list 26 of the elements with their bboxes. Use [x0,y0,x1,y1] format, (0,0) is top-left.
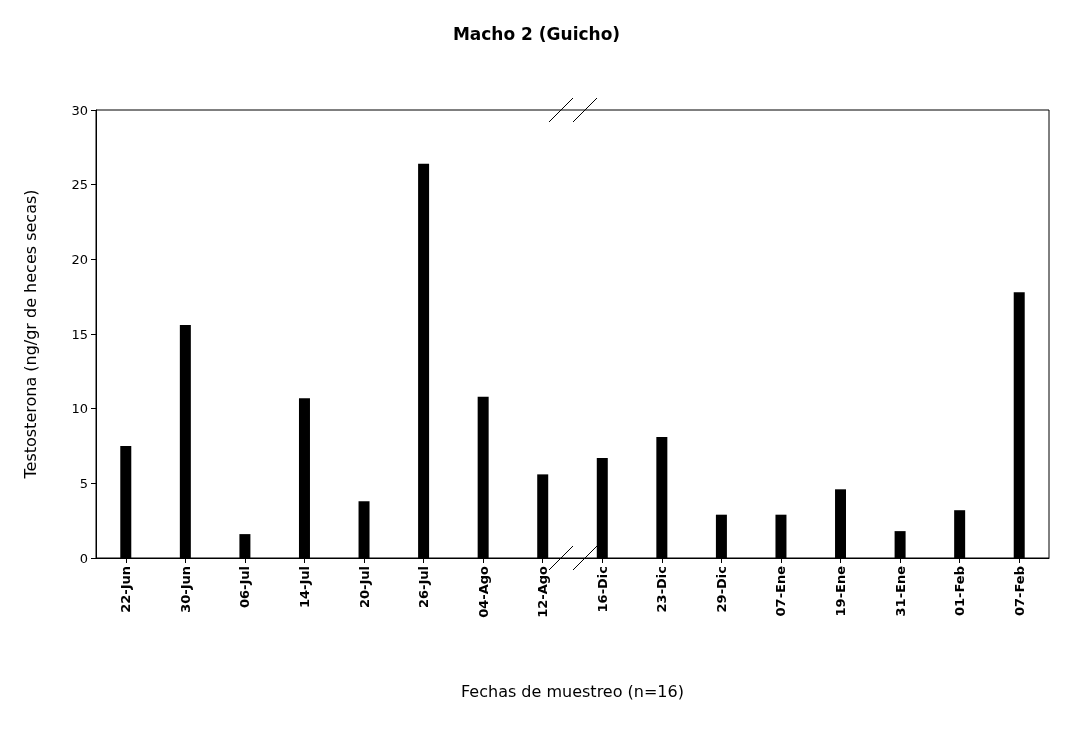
y-tick-label: 25 [71,177,88,193]
x-tick-label: 19-Ene [833,565,849,617]
x-tick-label: 06-Jul [237,566,253,609]
y-tick-label: 30 [71,102,88,118]
y-tick-label: 0 [79,550,88,566]
x-tick-label: 22-Jun [118,566,134,613]
x-tick-label: 16-Dic [594,566,610,613]
x-axis-title: Fechas de muestreo (n=16) [461,681,684,701]
x-tick-label: 26-Jul [416,566,432,609]
x-tick-label: 20-Jul [356,566,372,609]
y-tick-label: 15 [71,326,88,342]
x-tick-label: 31-Ene [892,565,908,617]
x-tick-label: 23-Dic [654,566,670,613]
x-tick-label: 01-Feb [952,566,968,616]
x-tick-label: 30-Jun [177,566,193,613]
y-tick-label: 5 [79,475,88,491]
x-tick-label: 04-Ago [475,565,491,618]
x-tick-label: 14-Jul [296,566,312,609]
y-tick-label: 10 [71,401,88,417]
x-tick-label: 07-Ene [773,565,789,617]
y-axis-title: Testosterona (ng/gr de heces secas) [20,189,40,480]
x-tick-label: 29-Dic [713,566,729,613]
chart-title: Macho 2 (Guicho) [452,23,621,44]
y-tick-label: 20 [71,251,88,267]
x-tick-label: 07-Feb [1011,566,1027,616]
x-tick-label: 12-Ago [535,565,551,618]
